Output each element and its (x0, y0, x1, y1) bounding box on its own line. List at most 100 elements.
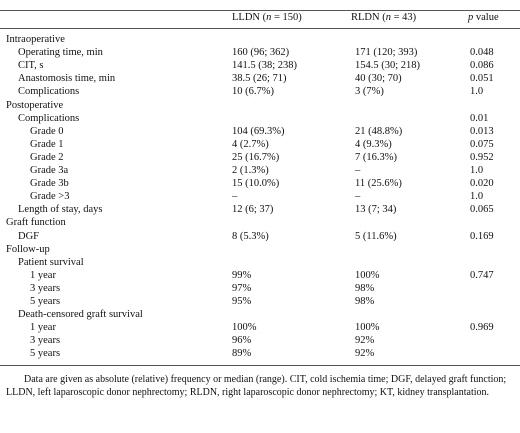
table-row: Grade 3b 15 (10.0%) 11 (25.6%) 0.020 (0, 177, 520, 190)
cell-lldn: – (232, 191, 238, 203)
table-row: CIT, s 141.5 (38; 238) 154.5 (30; 218) 0.08… (0, 59, 520, 72)
row-label: Patient survival (18, 256, 84, 268)
cell-lldn: 38.5 (26; 71) (232, 73, 287, 85)
row-label: Operating time, min (18, 47, 103, 59)
table-row: Operating time, min 160 (96; 362) 171 (120… (0, 46, 520, 59)
cell-p-value: 0.020 (470, 178, 494, 190)
table-row: Complications 10 (6.7%) 3 (7%) 1.0 (0, 85, 520, 98)
table-row: Grade 1 4 (2.7%) 4 (9.3%) 0.075 (0, 138, 520, 151)
cell-lldn: 160 (96; 362) (232, 47, 290, 59)
row-label: Anastomosis time, min (18, 73, 116, 85)
cell-p-value: 1.0 (470, 86, 484, 98)
cell-p-value: 0.048 (470, 47, 494, 59)
cell-p-value: 0.969 (470, 322, 494, 334)
row-label: Follow-up (6, 243, 50, 255)
cell-rldn: – (355, 191, 361, 203)
cell-rldn: 4 (9.3%) (355, 138, 392, 150)
table-bottom-rule (0, 365, 520, 366)
row-label: Grade 3b (30, 178, 69, 190)
table-row: 5 years 95% 98% (0, 295, 520, 308)
cell-lldn: 100% (232, 322, 257, 334)
cell-rldn: 11 (25.6%) (355, 178, 402, 190)
row-label: 5 years (30, 348, 61, 360)
cell-p-value: 0.169 (470, 230, 494, 242)
cell-lldn: 25 (16.7%) (232, 151, 280, 163)
cell-p-value: 0.013 (470, 125, 494, 137)
table-row: Follow-up (0, 243, 520, 256)
row-label: Grade 0 (30, 125, 64, 137)
table-row: Grade 3a 2 (1.3%) – 1.0 (0, 164, 520, 177)
table-row: 1 year 100% 100% 0.969 (0, 321, 520, 334)
table-row: Grade 2 25 (16.7%) 7 (16.3%) 0.952 (0, 151, 520, 164)
cell-lldn: 104 (69.3%) (232, 125, 285, 137)
table-row: Anastomosis time, min 38.5 (26; 71) 40 (30… (0, 72, 520, 85)
table-footnote: Data are given as absolute (relative) fr… (6, 374, 507, 398)
table-row: 3 years 97% 98% (0, 282, 520, 295)
cell-lldn: 95% (232, 296, 252, 307)
cell-lldn: 96% (232, 335, 252, 347)
cell-lldn: 15 (10.0%) (232, 178, 280, 190)
row-label: 3 years (30, 282, 61, 294)
table-row: Death-censored graft survival (0, 308, 520, 321)
table-row: Length of stay, days 12 (6; 37) 13 (7; 34)… (0, 203, 520, 216)
table-row: Graft function (0, 216, 520, 229)
table-header: LLDN (n = 150) RLDN (n = 43) p value (0, 12, 520, 26)
cell-rldn: 13 (7; 34) (355, 204, 397, 216)
table-row: Postoperative (0, 99, 520, 112)
cell-lldn: 89% (232, 348, 252, 360)
cell-rldn: 154.5 (30; 218) (355, 60, 421, 72)
cell-rldn: 98% (355, 296, 375, 307)
row-label: Complications (18, 86, 80, 98)
cell-rldn: 171 (120; 393) (355, 47, 418, 59)
cell-p-value: 0.065 (470, 204, 494, 216)
table-row: Intraoperative (0, 33, 520, 46)
cell-rldn: 7 (16.3%) (355, 151, 397, 163)
row-label: Postoperative (6, 99, 64, 111)
cell-rldn: 40 (30; 70) (355, 73, 402, 85)
cell-lldn: 99% (232, 269, 252, 281)
table-row: Grade >3 – – 1.0 (0, 190, 520, 203)
header-lldn: LLDN (n = 150) (232, 12, 302, 23)
row-label: 1 year (30, 269, 56, 281)
row-label: Grade 1 (30, 138, 64, 150)
cell-rldn: 21 (48.8%) (355, 125, 403, 137)
table-row: Complications 0.01 (0, 112, 520, 125)
table-row: 1 year 99% 100% 0.747 (0, 269, 520, 282)
cell-lldn: 12 (6; 37) (232, 204, 274, 216)
row-label: Grade 3a (30, 165, 69, 176)
cell-rldn: 100% (355, 322, 380, 334)
table-row: Grade 0 104 (69.3%) 21 (48.8%) 0.013 (0, 125, 520, 138)
cell-p-value: 1.0 (470, 165, 484, 176)
header-rldn: RLDN (n = 43) (351, 12, 417, 23)
row-label: 3 years (30, 335, 61, 347)
row-label: Death-censored graft survival (18, 309, 143, 321)
cell-p-value: 0.051 (470, 73, 494, 85)
row-label: Graft function (6, 217, 66, 229)
table-row: 5 years 89% 92% (0, 347, 520, 360)
row-label: 1 year (30, 322, 56, 334)
cell-rldn: – (355, 165, 361, 176)
row-label: Intraoperative (6, 34, 65, 45)
row-label: CIT, s (18, 60, 44, 72)
row-label: Length of stay, days (18, 204, 103, 216)
cell-p-value: 0.075 (470, 138, 494, 150)
cell-lldn: 2 (1.3%) (232, 165, 269, 176)
cell-rldn: 100% (355, 269, 380, 281)
table-row: Patient survival (0, 256, 520, 269)
cell-p-value: 0.747 (470, 269, 494, 281)
header-p-value: p value (468, 12, 499, 23)
row-label: Grade >3 (30, 191, 70, 203)
table-row: DGF 8 (5.3%) 5 (11.6%) 0.169 (0, 230, 520, 243)
cell-lldn: 8 (5.3%) (232, 230, 269, 242)
cell-rldn: 3 (7%) (355, 86, 384, 98)
row-label: Complications (18, 112, 80, 124)
cell-rldn: 92% (355, 335, 375, 347)
cell-lldn: 97% (232, 282, 252, 294)
cell-lldn: 10 (6.7%) (232, 86, 274, 98)
cell-lldn: 4 (2.7%) (232, 138, 269, 150)
cell-rldn: 5 (11.6%) (355, 230, 397, 242)
cell-p-value: 0.086 (470, 60, 494, 72)
table-top-rule (0, 10, 520, 11)
table-row: 3 years 96% 92% (0, 334, 520, 347)
cell-p-value: 1.0 (470, 191, 484, 203)
